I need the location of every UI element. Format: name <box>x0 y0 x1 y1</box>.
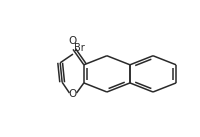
Text: O: O <box>68 36 76 46</box>
Text: O: O <box>69 89 77 99</box>
Text: Br: Br <box>74 43 85 53</box>
